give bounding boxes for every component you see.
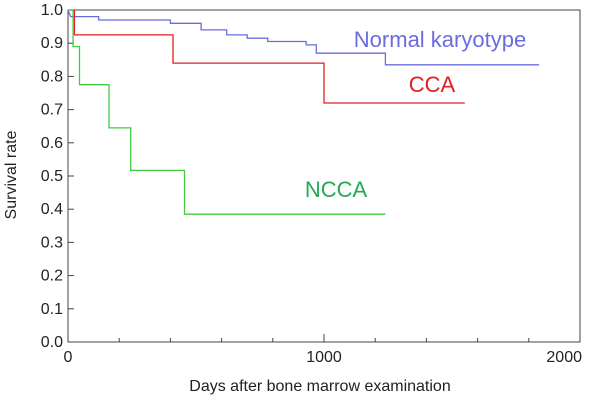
series-label-cca: CCA [409, 72, 456, 97]
y-axis-title: Survival rate [3, 130, 20, 219]
series-lines [67, 9, 539, 215]
plot-frame [67, 9, 581, 343]
series-label-ncca: NCCA [305, 177, 368, 202]
y-tick-label: 1.0 [41, 2, 63, 19]
x-tick-label: 0 [64, 349, 73, 366]
y-tick-label: 0.4 [41, 201, 63, 218]
y-tick-label: 0.7 [41, 102, 63, 119]
x-tick-label: 1000 [306, 349, 342, 366]
y-tick-label: 0.5 [41, 168, 63, 185]
y-tick-label: 0.8 [41, 68, 63, 85]
y-tick-label: 0.9 [41, 35, 63, 52]
y-tick-label: 0.3 [41, 234, 63, 251]
y-tick-label: 0.1 [41, 301, 63, 318]
y-tick-label: 0.0 [41, 334, 63, 351]
y-tick-label: 0.6 [41, 135, 63, 152]
series-label-normal-karyotype: Normal karyotype [354, 27, 526, 52]
x-tick-label: 2000 [546, 349, 582, 366]
series-line-ncca [68, 9, 386, 215]
x-axis-title: Days after bone marrow examination [189, 378, 450, 395]
axes [67, 9, 581, 343]
y-tick-label: 0.2 [41, 268, 63, 285]
ticks: 0.0 0.1 0.2 0.3 0.4 0.5 0.6 0.7 0.8 0.9 1.0 0 1000 20… [41, 2, 582, 366]
series-line-normal-karyotype [67, 9, 539, 66]
series-line-cca [68, 9, 465, 104]
